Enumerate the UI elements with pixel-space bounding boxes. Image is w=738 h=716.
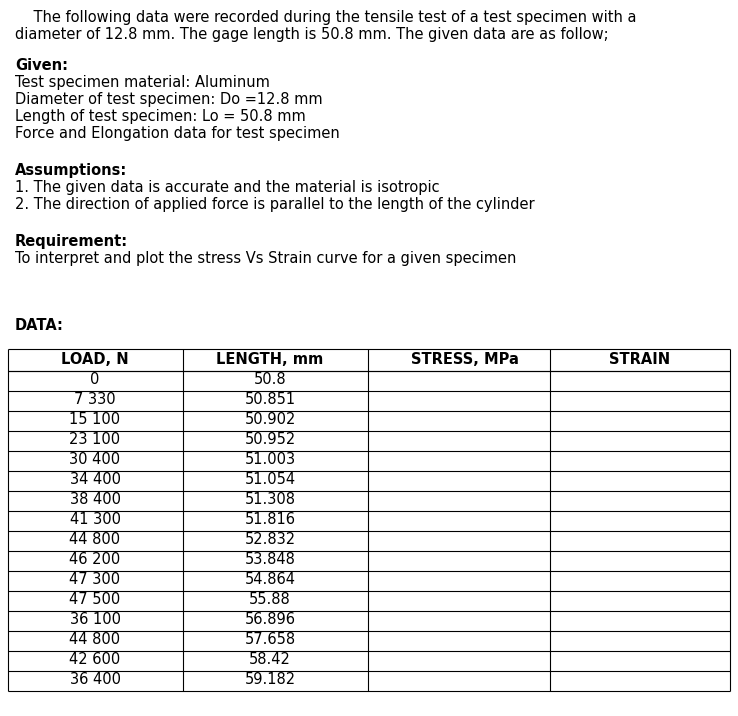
Text: 56.896: 56.896 bbox=[244, 612, 295, 627]
Text: 53.848: 53.848 bbox=[244, 553, 295, 568]
Text: Given:: Given: bbox=[15, 58, 68, 73]
Text: Length of test specimen: Lo = 50.8 mm: Length of test specimen: Lo = 50.8 mm bbox=[15, 109, 306, 124]
Text: 58.42: 58.42 bbox=[249, 652, 291, 667]
Text: 50.851: 50.851 bbox=[244, 392, 295, 407]
Text: 52.832: 52.832 bbox=[244, 533, 295, 548]
Text: 44 800: 44 800 bbox=[69, 533, 120, 548]
Text: 50.902: 50.902 bbox=[244, 412, 296, 427]
Text: Requirement:: Requirement: bbox=[15, 234, 128, 249]
Text: 59.182: 59.182 bbox=[244, 672, 295, 687]
Text: 47 500: 47 500 bbox=[69, 593, 120, 607]
Text: 46 200: 46 200 bbox=[69, 553, 120, 568]
Text: 7 330: 7 330 bbox=[75, 392, 116, 407]
Text: 44 800: 44 800 bbox=[69, 632, 120, 647]
Text: Test specimen material: Aluminum: Test specimen material: Aluminum bbox=[15, 75, 270, 90]
Text: 54.864: 54.864 bbox=[244, 573, 295, 588]
Text: 41 300: 41 300 bbox=[69, 513, 120, 528]
Text: 36 400: 36 400 bbox=[69, 672, 120, 687]
Text: Diameter of test specimen: Do =12.8 mm: Diameter of test specimen: Do =12.8 mm bbox=[15, 92, 323, 107]
Text: 15 100: 15 100 bbox=[69, 412, 120, 427]
Text: STRAIN: STRAIN bbox=[610, 352, 671, 367]
Text: Force and Elongation data for test specimen: Force and Elongation data for test speci… bbox=[15, 126, 339, 141]
Text: 50.952: 50.952 bbox=[244, 432, 296, 448]
Text: 50.8: 50.8 bbox=[254, 372, 286, 387]
Text: DATA:: DATA: bbox=[15, 318, 64, 333]
Text: 30 400: 30 400 bbox=[69, 453, 120, 468]
Text: diameter of 12.8 mm. The gage length is 50.8 mm. The given data are as follow;: diameter of 12.8 mm. The gage length is … bbox=[15, 27, 609, 42]
Text: LENGTH, mm: LENGTH, mm bbox=[216, 352, 324, 367]
Text: 42 600: 42 600 bbox=[69, 652, 120, 667]
Text: The following data were recorded during the tensile test of a test specimen with: The following data were recorded during … bbox=[15, 10, 636, 25]
Text: 51.308: 51.308 bbox=[244, 493, 295, 508]
Text: 2. The direction of applied force is parallel to the length of the cylinder: 2. The direction of applied force is par… bbox=[15, 197, 534, 212]
Text: 0: 0 bbox=[90, 372, 100, 387]
Text: 23 100: 23 100 bbox=[69, 432, 120, 448]
Text: 51.816: 51.816 bbox=[244, 513, 295, 528]
Text: 34 400: 34 400 bbox=[69, 473, 120, 488]
Text: To interpret and plot the stress Vs Strain curve for a given specimen: To interpret and plot the stress Vs Stra… bbox=[15, 251, 517, 266]
Text: LOAD, N: LOAD, N bbox=[61, 352, 129, 367]
Text: 51.054: 51.054 bbox=[244, 473, 295, 488]
Text: 55.88: 55.88 bbox=[249, 593, 291, 607]
Text: 38 400: 38 400 bbox=[69, 493, 120, 508]
Text: Assumptions:: Assumptions: bbox=[15, 163, 127, 178]
Text: 47 300: 47 300 bbox=[69, 573, 120, 588]
Text: 57.658: 57.658 bbox=[244, 632, 295, 647]
Text: STRESS, MPa: STRESS, MPa bbox=[411, 352, 519, 367]
Text: 51.003: 51.003 bbox=[244, 453, 295, 468]
Text: 1. The given data is accurate and the material is isotropic: 1. The given data is accurate and the ma… bbox=[15, 180, 440, 195]
Text: 36 100: 36 100 bbox=[69, 612, 120, 627]
